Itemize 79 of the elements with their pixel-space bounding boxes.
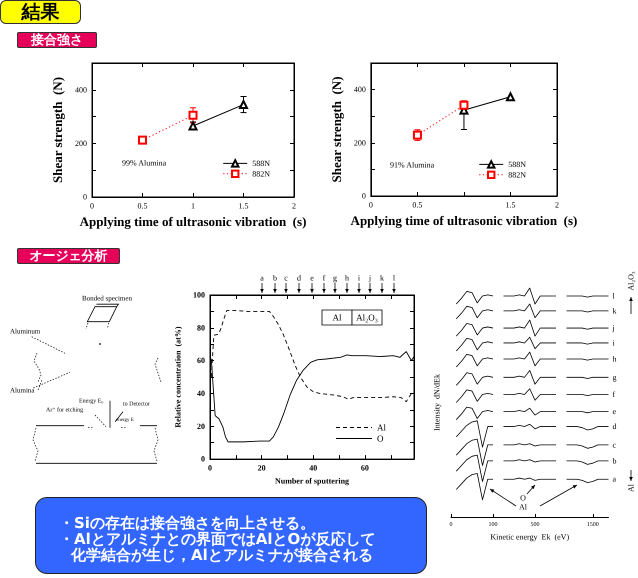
x-axis-title: Applying time of ultrasonic vibration (s) xyxy=(80,214,306,229)
text: h xyxy=(345,274,349,282)
y-tick-label: 0 xyxy=(83,192,87,202)
series-label: c xyxy=(612,440,616,450)
series-label: h xyxy=(612,354,616,364)
text: Al₂O₃ xyxy=(626,271,636,291)
text: k xyxy=(380,274,384,282)
text: オージェ分析 xyxy=(17,248,120,264)
legend-label: 882N xyxy=(252,169,270,178)
y-tick-label: 0 xyxy=(201,454,205,464)
x-tick-label: 40 xyxy=(309,464,318,473)
series-label: j xyxy=(612,324,615,333)
x-tick-label: 20 xyxy=(258,464,266,473)
text: j xyxy=(368,274,372,282)
series-label: d xyxy=(612,422,616,432)
text: g xyxy=(333,274,337,282)
y-tick-label: 80 xyxy=(197,323,205,332)
x-tick-label: 0.5 xyxy=(138,202,148,210)
legend-label: a xyxy=(612,474,616,484)
y-axis-title: Relative concentration (at%) xyxy=(174,326,183,428)
point xyxy=(239,100,248,110)
series-label: b xyxy=(612,456,616,466)
y-tick-label: 400 xyxy=(354,85,366,94)
legend-label: k xyxy=(612,306,616,316)
chart-title: 結果 xyxy=(0,0,81,24)
series-label: f xyxy=(612,390,616,399)
series-label: e xyxy=(612,407,616,416)
annotation: Al xyxy=(519,502,528,512)
y-tick-label: 0 xyxy=(362,192,366,200)
point xyxy=(138,136,147,145)
y-tick-label: 60 xyxy=(197,356,205,366)
y-axis-title: Intensity dN/dEk xyxy=(432,374,442,431)
y-tick-label: 200 xyxy=(354,138,366,148)
annotation: 99% Alumina xyxy=(122,158,167,168)
chart-subtitle: 接合強さ xyxy=(17,32,97,48)
y-tick-label: 20 xyxy=(197,422,205,431)
legend-label: O xyxy=(377,434,384,444)
y-axis-title: Shear strength (N) xyxy=(329,76,344,183)
legend-label: Al xyxy=(377,422,386,432)
y-axis-title: Shear strength (N) xyxy=(50,76,66,184)
legend-label: 882N xyxy=(508,170,526,180)
y-tick-label: 40 xyxy=(197,388,205,398)
legend-label: 588N xyxy=(508,160,526,169)
text: ・Alとアルミナとの界面ではAlとOが反応して xyxy=(59,530,376,548)
series-label: i xyxy=(612,338,616,348)
text: d xyxy=(297,274,301,282)
text: e xyxy=(310,274,314,282)
x-tick-label: 0 xyxy=(208,464,212,473)
text: Al xyxy=(626,483,636,492)
x-tick-label: 2 xyxy=(555,200,559,210)
annotation: Al₂O₃ xyxy=(356,312,378,322)
text: a xyxy=(260,274,264,282)
x-tick-label: 0 xyxy=(368,200,373,210)
legend-label: l xyxy=(612,292,616,301)
point xyxy=(188,110,198,120)
x-axis-title: Number of sputtering xyxy=(274,476,350,486)
x-axis-title: Kinetic energy Ek (eV) xyxy=(490,532,570,542)
text: c xyxy=(284,274,288,282)
x-axis-title: Applying time of ultrasonic vibration (s) xyxy=(350,212,578,228)
x-tick-label: 0 xyxy=(90,202,94,210)
y-tick-label: 200 xyxy=(75,138,87,148)
x-tick-label: 1.5 xyxy=(505,200,516,210)
text: b xyxy=(273,274,277,282)
legend-label: 588N xyxy=(252,158,270,168)
x-tick-label: 1 xyxy=(191,202,195,210)
x-tick-label: 2 xyxy=(292,202,296,210)
y-tick-label: 100 xyxy=(193,290,205,300)
annotation: Al xyxy=(332,312,342,322)
x-tick-label: 0.5 xyxy=(412,200,422,210)
annotation: 91% Alumina xyxy=(390,160,435,170)
y-tick-label: 400 xyxy=(75,85,87,94)
text: f xyxy=(322,274,326,282)
text: l xyxy=(392,274,396,282)
text: 化学結合が生じ，Alとアルミナが接合される xyxy=(71,546,373,564)
annotation: O xyxy=(520,494,526,502)
text: ・Siの存在は接合強さを向上させる。 xyxy=(59,514,315,532)
text: i xyxy=(358,274,361,282)
x-tick-label: 1.5 xyxy=(238,202,248,210)
series-label: g xyxy=(612,372,616,382)
